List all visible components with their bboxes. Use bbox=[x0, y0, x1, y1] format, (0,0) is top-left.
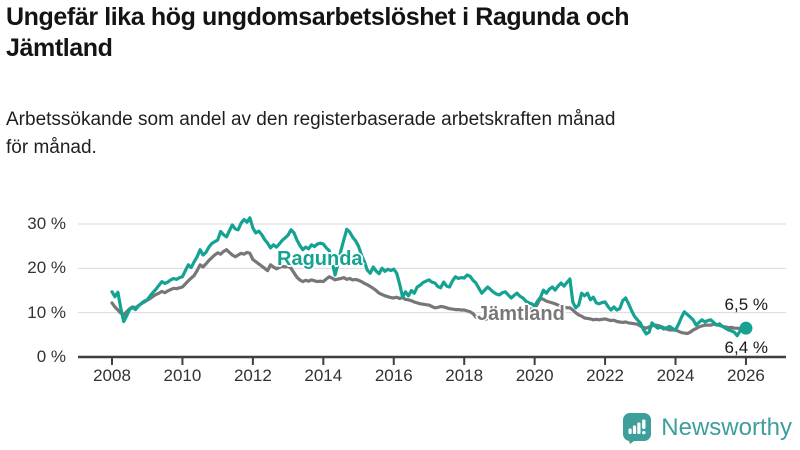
brand-wordmark: Newsworthy bbox=[661, 414, 792, 441]
series-end-dot-ragunda bbox=[739, 321, 753, 335]
newsworthy-logo: Newsworthy bbox=[622, 412, 792, 444]
x-axis-tick-label: 2020 bbox=[515, 366, 554, 385]
y-axis-tick-label: 10 % bbox=[27, 302, 66, 322]
end-value-label-ragunda: 6,5 % bbox=[724, 295, 768, 314]
title-line-2: Jämtland bbox=[6, 34, 113, 62]
newsworthy-bar-chart-bubble-icon bbox=[623, 413, 652, 444]
page-title: Ungefär lika hög ungdomsarbetslöshet i R… bbox=[6, 2, 796, 64]
y-axis-tick-label: 0 % bbox=[36, 347, 66, 366]
x-axis-tick-label: 2014 bbox=[304, 366, 343, 385]
series-label-ragunda: Ragunda bbox=[277, 248, 363, 270]
x-axis bbox=[78, 355, 786, 365]
x-axis-tick-label: 2018 bbox=[445, 366, 484, 385]
x-axis-tick-label: 2024 bbox=[656, 366, 695, 385]
chart-subtitle: Arbetssökande som andel av den registerb… bbox=[6, 106, 796, 162]
x-axis-tick-label: 2008 bbox=[93, 366, 131, 385]
x-axis-tick-label: 2026 bbox=[727, 366, 765, 385]
subtitle-line-1: Arbetssökande som andel av den registerb… bbox=[6, 109, 616, 130]
series-line-ragunda bbox=[110, 216, 748, 338]
title-line-1: Ungefär lika hög ungdomsarbetslöshet i R… bbox=[6, 3, 630, 31]
series-line-jämtland bbox=[110, 248, 748, 336]
series-label-jamtland: Jämtland bbox=[477, 303, 565, 325]
x-axis-tick-label: 2022 bbox=[586, 366, 624, 385]
end-value-label-jamtland: 6,4 % bbox=[724, 338, 768, 357]
subtitle-line-2: för månad. bbox=[6, 137, 97, 158]
x-axis-tick-label: 2012 bbox=[233, 366, 272, 385]
y-axis-tick-label: 20 % bbox=[27, 258, 66, 278]
plot-area bbox=[78, 216, 786, 365]
y-axis-tick-label: 30 % bbox=[27, 214, 66, 233]
x-axis-tick-label: 2016 bbox=[374, 366, 413, 385]
x-axis-tick-label: 2010 bbox=[163, 366, 202, 385]
gridlines bbox=[78, 223, 786, 314]
chart-header: Ungefär lika hög ungdomsarbetslöshet i R… bbox=[6, 2, 796, 64]
series-lines bbox=[110, 216, 753, 338]
